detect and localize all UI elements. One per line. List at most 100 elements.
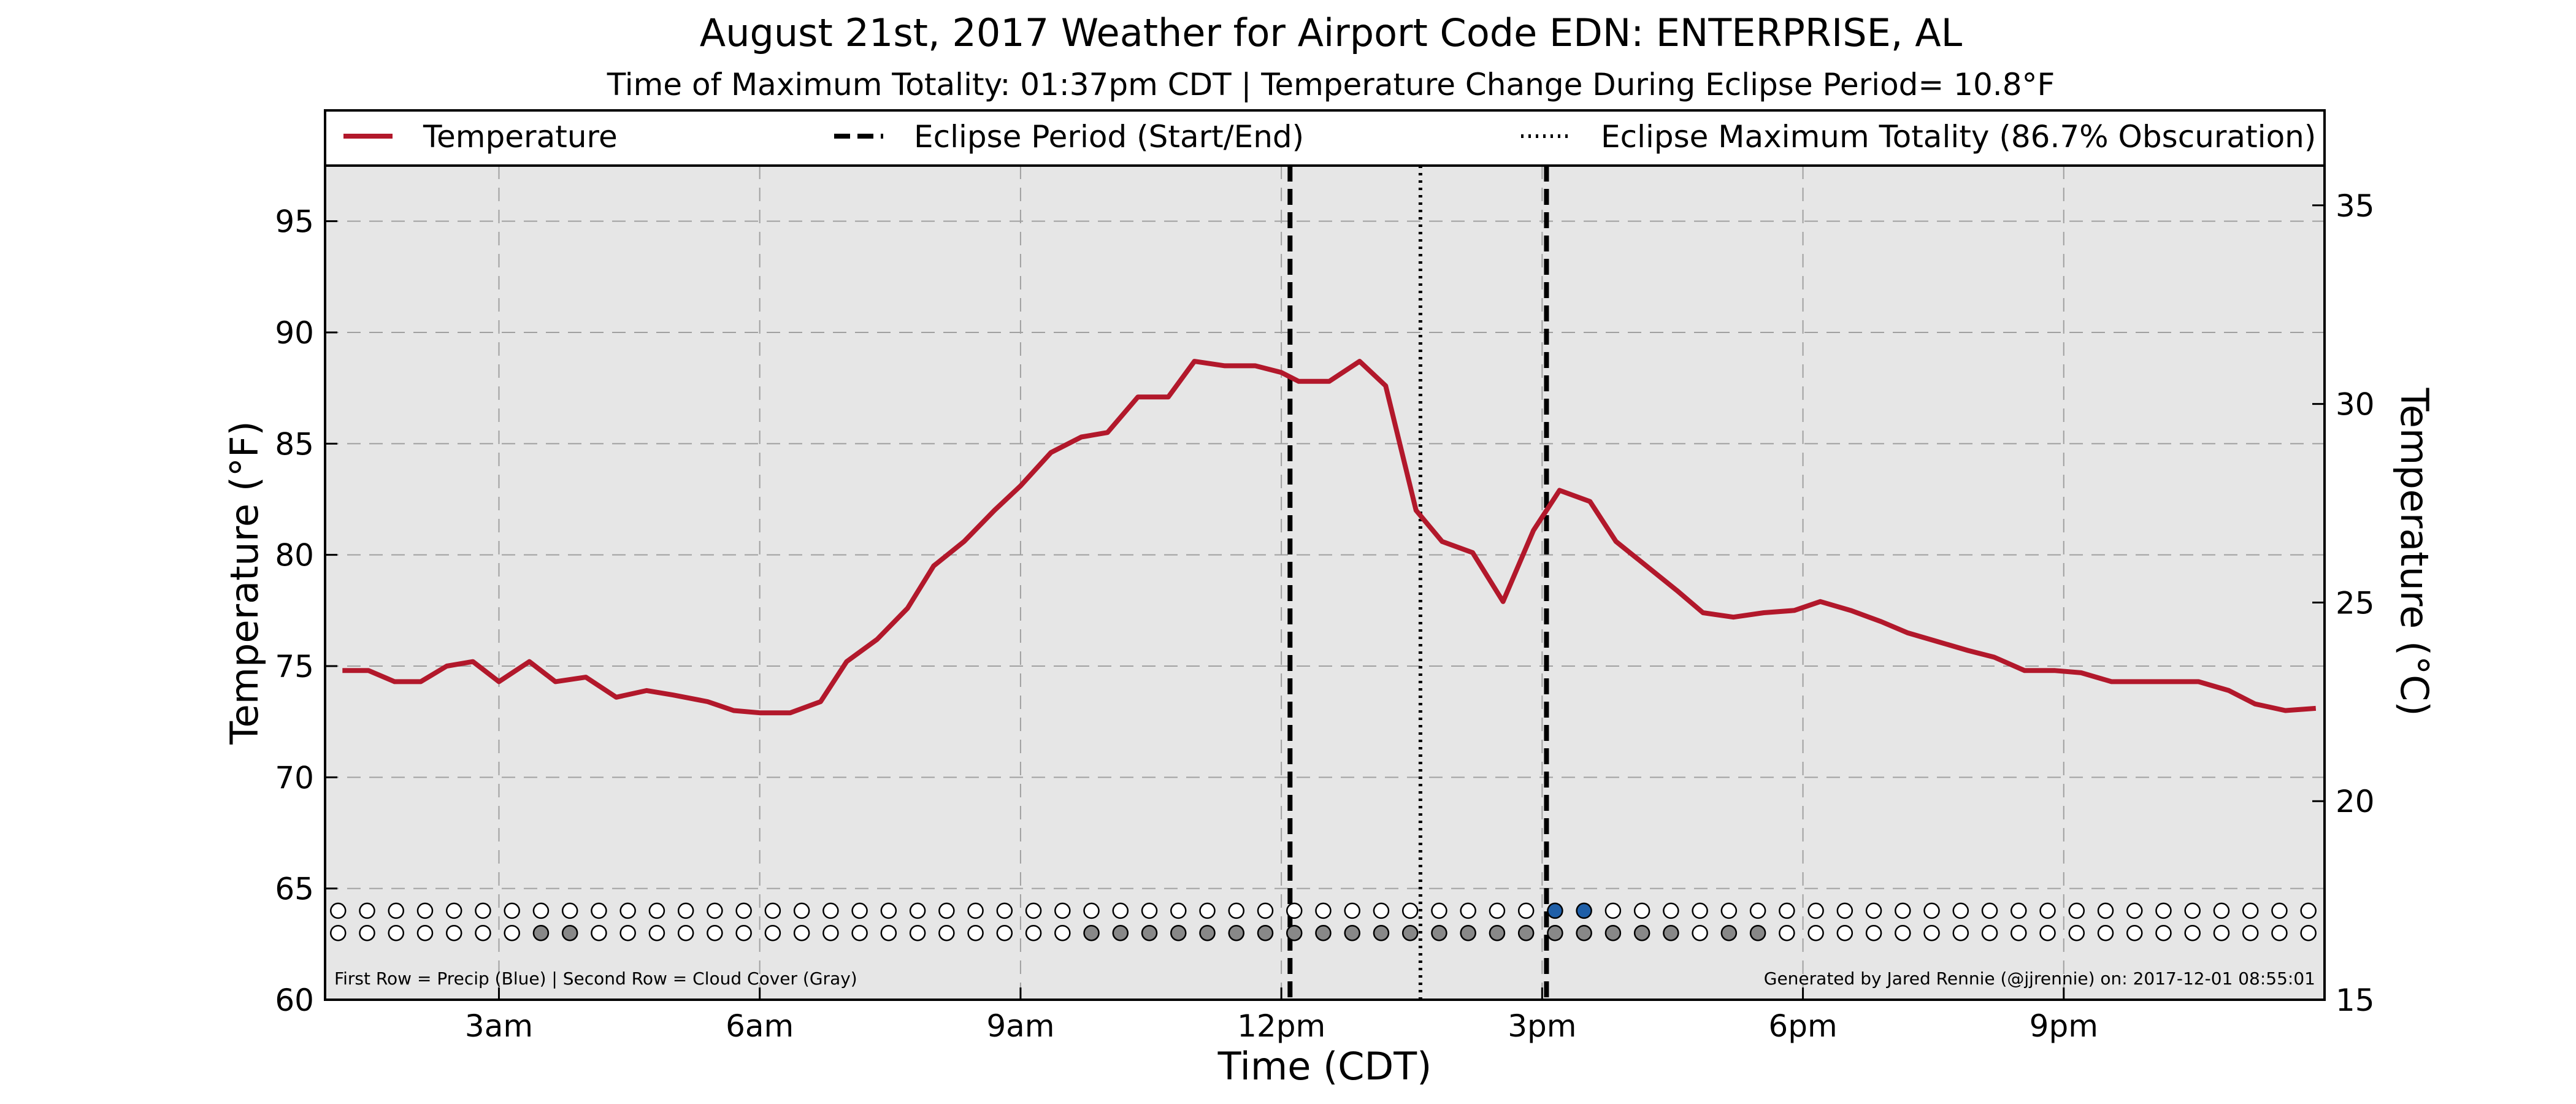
x-tick-label: 9pm bbox=[2030, 1008, 2098, 1044]
x-axis-label: Time (CDT) bbox=[1217, 1044, 1432, 1089]
precip-marker bbox=[735, 902, 752, 919]
precip-marker bbox=[648, 902, 665, 919]
legend-label: Eclipse Period (Start/End) bbox=[914, 119, 1304, 155]
cloud-marker bbox=[1489, 924, 1506, 941]
precip-marker bbox=[1257, 902, 1274, 919]
precip-marker bbox=[445, 902, 462, 919]
cloud-marker bbox=[2039, 924, 2056, 941]
precip-marker bbox=[2271, 902, 2288, 919]
precip-marker bbox=[2039, 902, 2056, 919]
cloud-marker bbox=[1257, 924, 1274, 941]
precip-marker bbox=[677, 902, 694, 919]
cloud-marker bbox=[938, 924, 955, 941]
cloud-marker bbox=[851, 924, 868, 941]
y-tick-label: 90 bbox=[275, 315, 314, 351]
cloud-marker bbox=[2300, 924, 2317, 941]
x-tick-label: 12pm bbox=[1237, 1008, 1325, 1044]
precip-marker bbox=[1836, 902, 1853, 919]
precip-marker bbox=[764, 902, 781, 919]
precip-marker bbox=[1517, 902, 1535, 919]
cloud-marker bbox=[416, 924, 434, 941]
cloud-marker bbox=[2184, 924, 2201, 941]
precip-marker bbox=[1720, 902, 1738, 919]
y-tick-label: 95 bbox=[275, 204, 314, 240]
cloud-marker bbox=[707, 924, 723, 941]
cloud-marker bbox=[1981, 924, 1998, 941]
cloud-marker bbox=[764, 924, 781, 941]
cloud-marker bbox=[532, 924, 550, 941]
cloud-marker bbox=[1431, 924, 1447, 941]
cloud-marker bbox=[1923, 924, 1940, 941]
y-right-tick-label: 25 bbox=[2336, 585, 2375, 621]
precip-marker bbox=[330, 902, 347, 919]
legend-label: Eclipse Maximum Totality (86.7% Obscurat… bbox=[1601, 119, 2316, 155]
y-tick-label: 75 bbox=[275, 649, 314, 684]
precip-marker bbox=[1286, 902, 1303, 919]
cloud-marker bbox=[1779, 924, 1795, 941]
y-right-tick-label: 35 bbox=[2336, 188, 2375, 224]
plot-area bbox=[325, 166, 2325, 1000]
cloud-marker bbox=[1836, 924, 1853, 941]
precip-marker bbox=[1141, 902, 1158, 919]
cloud-marker bbox=[1749, 924, 1766, 941]
precip-marker bbox=[909, 902, 926, 919]
cloud-marker bbox=[1025, 924, 1042, 941]
cloud-marker bbox=[1604, 924, 1622, 941]
weather-markers bbox=[330, 902, 2317, 941]
precip-marker bbox=[1952, 902, 1969, 919]
precip-marker bbox=[851, 902, 868, 919]
temperature-series bbox=[342, 359, 2317, 716]
y-right-tick-label: 15 bbox=[2336, 983, 2375, 1018]
precip-marker bbox=[996, 902, 1013, 919]
cloud-marker bbox=[880, 924, 897, 941]
cloud-marker bbox=[996, 924, 1013, 941]
cloud-marker bbox=[1633, 924, 1650, 941]
cloud-marker bbox=[1692, 924, 1708, 941]
precip-marker bbox=[1895, 902, 1911, 919]
precip-marker bbox=[1981, 902, 1998, 919]
precip-marker bbox=[2011, 902, 2027, 919]
footnote-right: Generated by Jared Rennie (@jjrennie) on… bbox=[1764, 968, 2315, 989]
cloud-marker bbox=[1286, 924, 1303, 941]
cloud-marker bbox=[2011, 924, 2027, 941]
precip-marker bbox=[2097, 902, 2114, 919]
y-axis-label: Temperature (°F) bbox=[222, 421, 267, 745]
footnote-left: First Row = Precip (Blue) | Second Row =… bbox=[334, 968, 857, 989]
precip-marker bbox=[1692, 902, 1708, 919]
cloud-marker bbox=[648, 924, 665, 941]
precip-marker bbox=[475, 902, 491, 919]
cloud-marker bbox=[2068, 924, 2085, 941]
cloud-marker bbox=[1315, 924, 1332, 941]
cloud-marker bbox=[504, 924, 520, 941]
precip-marker bbox=[532, 902, 550, 919]
cloud-marker bbox=[1170, 924, 1187, 941]
precip-marker bbox=[2184, 902, 2201, 919]
precip-marker bbox=[1431, 902, 1447, 919]
precip-marker bbox=[561, 902, 578, 919]
x-tick-label: 6am bbox=[726, 1008, 794, 1044]
cloud-marker bbox=[1141, 924, 1158, 941]
precip-marker bbox=[707, 902, 723, 919]
y-tick-label: 65 bbox=[275, 872, 314, 907]
precip-marker bbox=[619, 902, 636, 919]
y-right-tick-label: 20 bbox=[2336, 784, 2375, 819]
cloud-marker bbox=[330, 924, 347, 941]
precip-marker bbox=[1779, 902, 1795, 919]
axes: 60 65 70 75 80 85 90 95 15 20 25 30 35 3am 6am 9am 12pm 3… bbox=[275, 188, 2374, 1044]
precip-marker bbox=[967, 902, 984, 919]
precip-marker bbox=[938, 902, 955, 919]
precip-marker bbox=[2300, 902, 2317, 919]
precip-marker bbox=[1865, 902, 1882, 919]
cloud-marker bbox=[475, 924, 491, 941]
precip-marker bbox=[2068, 902, 2085, 919]
precip-marker bbox=[2242, 902, 2259, 919]
cloud-marker bbox=[591, 924, 607, 941]
cloud-marker bbox=[1865, 924, 1882, 941]
chart-subtitle: Time of Maximum Totality: 01:37pm CDT | … bbox=[607, 67, 2055, 102]
cloud-marker bbox=[677, 924, 694, 941]
cloud-marker bbox=[2213, 924, 2230, 941]
legend: Temperature Eclipse Period (Start/End) Ecl… bbox=[343, 119, 2316, 155]
cloud-marker bbox=[2155, 924, 2172, 941]
y-tick-label: 60 bbox=[275, 983, 314, 1018]
y-tick-label: 80 bbox=[275, 538, 314, 573]
